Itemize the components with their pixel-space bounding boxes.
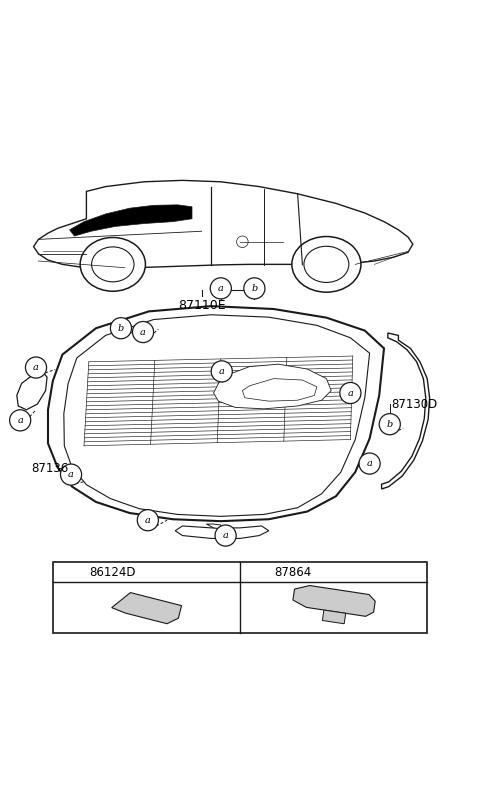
Circle shape (110, 318, 132, 339)
Text: a: a (367, 459, 372, 468)
Polygon shape (206, 524, 221, 529)
Circle shape (137, 509, 158, 531)
Polygon shape (175, 526, 269, 539)
Ellipse shape (80, 237, 145, 292)
Text: b: b (386, 420, 393, 428)
Polygon shape (64, 315, 370, 516)
Text: a: a (73, 568, 79, 577)
Text: b: b (118, 324, 124, 333)
Polygon shape (48, 306, 384, 521)
Circle shape (132, 322, 154, 343)
Text: a: a (145, 516, 151, 525)
Polygon shape (293, 586, 375, 616)
Text: 87110E: 87110E (178, 300, 226, 313)
Text: a: a (33, 363, 39, 372)
Text: a: a (219, 367, 225, 376)
Polygon shape (112, 593, 181, 624)
Polygon shape (323, 610, 346, 624)
Text: 87864: 87864 (275, 565, 312, 578)
Text: 86124D: 86124D (89, 565, 136, 578)
Text: a: a (348, 389, 353, 398)
Text: b: b (258, 568, 264, 577)
Polygon shape (214, 364, 331, 409)
Text: 87130D: 87130D (391, 398, 437, 411)
Circle shape (210, 278, 231, 299)
Circle shape (25, 357, 47, 378)
Text: a: a (218, 284, 224, 293)
Circle shape (244, 278, 265, 299)
Ellipse shape (292, 237, 361, 292)
Polygon shape (34, 181, 413, 268)
Text: a: a (17, 416, 23, 425)
Text: a: a (223, 531, 228, 540)
Circle shape (60, 464, 82, 485)
FancyBboxPatch shape (53, 562, 427, 633)
Text: 87136: 87136 (31, 462, 69, 475)
Circle shape (10, 410, 31, 431)
Polygon shape (382, 333, 430, 489)
Polygon shape (70, 205, 192, 236)
Circle shape (211, 360, 232, 382)
Text: b: b (251, 284, 258, 293)
Text: a: a (68, 470, 74, 479)
Polygon shape (17, 373, 47, 410)
Polygon shape (242, 378, 317, 401)
Circle shape (379, 414, 400, 435)
Circle shape (215, 525, 236, 546)
Circle shape (253, 564, 269, 580)
Circle shape (340, 382, 361, 403)
Text: a: a (140, 327, 146, 336)
Circle shape (68, 564, 84, 580)
Circle shape (359, 453, 380, 474)
